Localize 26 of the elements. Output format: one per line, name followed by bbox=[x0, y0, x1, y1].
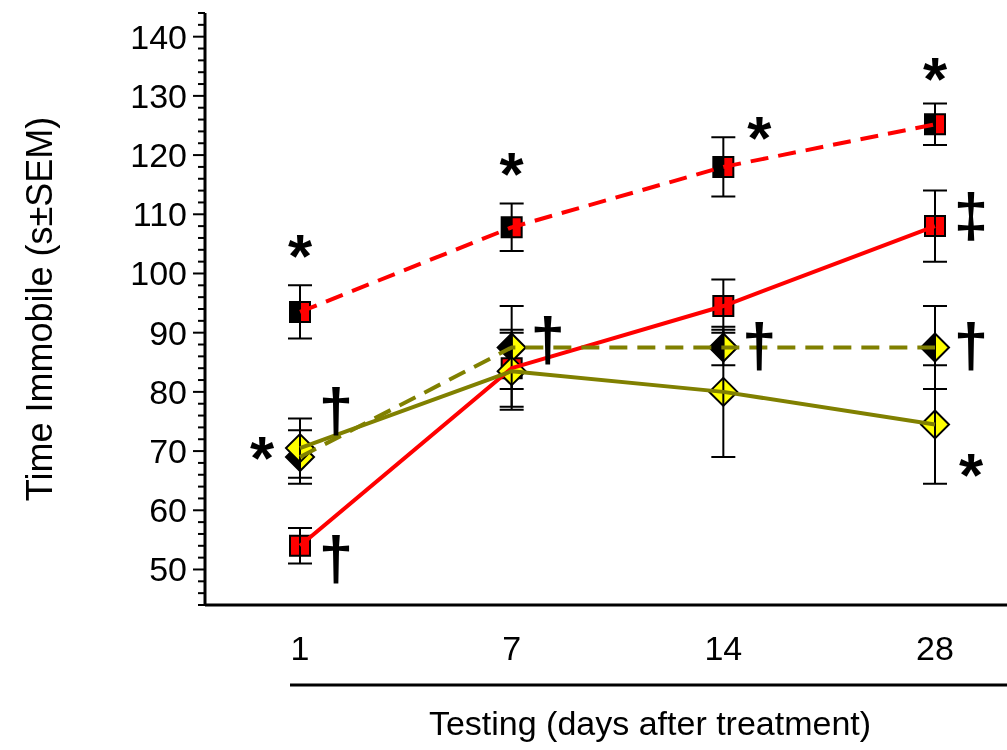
annotation: † bbox=[318, 375, 354, 445]
annotation: * bbox=[958, 440, 984, 510]
y-tick-label: 110 bbox=[132, 195, 187, 234]
annotation: * bbox=[249, 422, 275, 492]
annotation: * bbox=[747, 103, 773, 173]
x-tick-label: 14 bbox=[704, 629, 743, 667]
x-tick-label: 7 bbox=[502, 629, 522, 667]
y-tick-label: 80 bbox=[149, 372, 187, 411]
annotation: † bbox=[318, 523, 354, 593]
x-tick-label: 1 bbox=[290, 629, 310, 667]
x-tick-label: 28 bbox=[916, 629, 954, 667]
y-tick-label: 100 bbox=[130, 254, 187, 293]
y-tick-label: 130 bbox=[130, 76, 187, 115]
y-tick-label: 50 bbox=[149, 550, 187, 589]
y-tick-label: 90 bbox=[149, 313, 187, 352]
annotation: † bbox=[953, 310, 989, 380]
annotation: * bbox=[499, 138, 525, 208]
annotation: * bbox=[287, 221, 313, 291]
annotation: ‡ bbox=[953, 179, 989, 249]
y-axis-title: Time Immobile (s±SEM) bbox=[19, 116, 60, 502]
y-tick-label: 70 bbox=[149, 431, 187, 470]
y-tick-label: 120 bbox=[130, 135, 187, 174]
y-tick-label: 60 bbox=[149, 491, 187, 530]
y-tick-label: 140 bbox=[130, 17, 187, 56]
annotation: * bbox=[922, 43, 948, 113]
x-axis-title: Testing (days after treatment) bbox=[428, 704, 872, 742]
